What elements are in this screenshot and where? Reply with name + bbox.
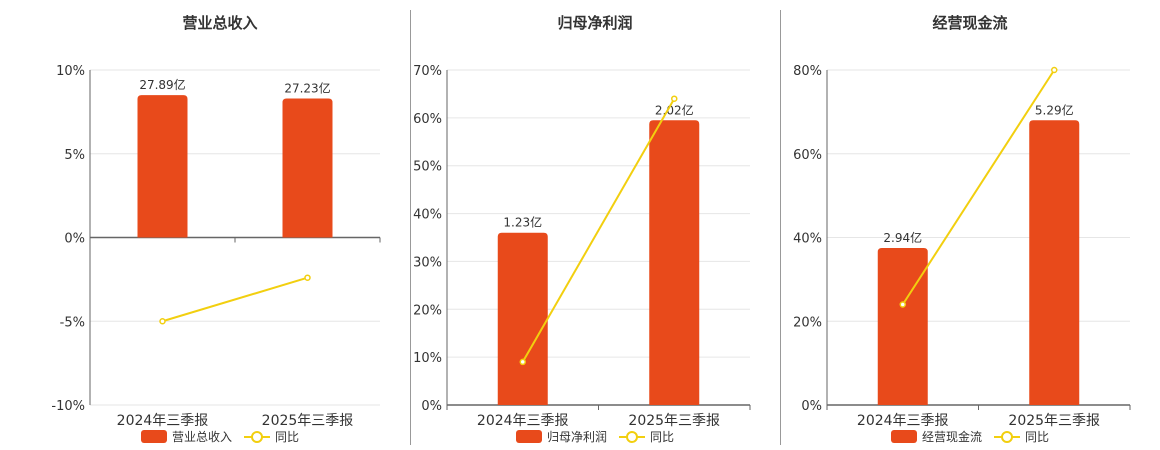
x-tick-label: 2024年三季报 [857, 413, 949, 429]
line-point [304, 274, 311, 281]
y-tick-label: 20% [413, 303, 442, 318]
y-tick-label: 40% [793, 232, 822, 247]
y-tick-label: 0% [801, 399, 822, 414]
legend: 经营现金流 同比 [780, 428, 1160, 445]
line-point [671, 95, 678, 102]
line-series [901, 69, 1056, 306]
legend-bar-swatch [515, 430, 542, 443]
legend-bar-swatch [890, 430, 917, 443]
y-tick-label: -5% [60, 315, 85, 330]
panel-divider [780, 10, 781, 445]
legend-label: 同比 [650, 430, 675, 444]
chart-svg: 80% 60% 40% 20% 0% 2024年三季报 2025年三季报 2.94亿 5.29亿 [793, 64, 1131, 429]
bar [282, 98, 333, 238]
legend-item-bar[interactable]: 经营现金流 [890, 428, 982, 445]
y-tick-label: -10% [51, 399, 85, 414]
legend-line-swatch [619, 430, 645, 443]
line-series [162, 276, 308, 323]
chart-panel-revenue: 营业总收入 10% 5% 0% -5% -10% 2024年三季报 2025年三季报 27.8… [50, 0, 390, 450]
x-tick-label: 2024年三季报 [117, 413, 209, 429]
chart-title: 归母净利润 [557, 14, 633, 32]
bar-value-label: 5.29亿 [1035, 102, 1074, 117]
line-point [1051, 66, 1058, 74]
legend-line-swatch [244, 430, 270, 443]
y-tick-label: 40% [413, 208, 442, 223]
y-tick-label: 70% [413, 64, 442, 79]
legend-label: 经营现金流 [921, 430, 982, 444]
legend-item-bar[interactable]: 营业总收入 [140, 428, 232, 445]
y-tick-label: 10% [413, 351, 442, 366]
legend: 归母净利润 同比 [410, 428, 780, 445]
line-point [159, 318, 166, 325]
chart-panel-net-profit: 归母净利润 70% 60% 50% 40% 30% 20% 10% 0% 2024年三季报 202… [410, 0, 780, 450]
y-tick-label: 50% [413, 160, 442, 175]
bar [877, 247, 928, 405]
y-tick-label: 60% [413, 112, 442, 127]
line-point [899, 301, 906, 308]
legend: 营业总收入 同比 [50, 428, 390, 445]
bar-value-label: 27.89亿 [139, 77, 185, 92]
legend-item-bar[interactable]: 归母净利润 [515, 428, 607, 445]
bar [1029, 120, 1080, 405]
legend-item-line[interactable]: 同比 [619, 428, 674, 445]
chart-title: 营业总收入 [182, 14, 258, 32]
y-tick-label: 20% [793, 315, 822, 330]
x-tick-label: 2024年三季报 [477, 413, 569, 429]
y-tick-label: 5% [64, 148, 85, 163]
legend-bar-swatch [140, 430, 167, 443]
line-series [521, 98, 676, 363]
y-tick-label: 10% [56, 64, 85, 79]
bar [649, 120, 700, 405]
y-tick-label: 0% [421, 399, 442, 414]
x-tick-label: 2025年三季报 [262, 413, 354, 429]
y-tick-label: 30% [413, 255, 442, 270]
x-tick-label: 2025年三季报 [628, 413, 720, 429]
bar-value-label: 2.94亿 [883, 230, 922, 245]
legend-label: 归母净利润 [546, 430, 607, 444]
y-tick-label: 80% [793, 64, 822, 79]
legend-label: 同比 [1025, 430, 1050, 444]
legend-label: 营业总收入 [171, 430, 232, 444]
x-tick-label: 2025年三季报 [1008, 413, 1100, 429]
legend-item-line[interactable]: 同比 [244, 428, 299, 445]
legend-label: 同比 [275, 430, 300, 444]
chart-svg: 10% 5% 0% -5% -10% 2024年三季报 2025年三季报 27.89亿 27.2… [51, 64, 381, 429]
chart-svg: 70% 60% 50% 40% 30% 20% 10% 0% 2024年三季报 2025年三季报 1… [413, 64, 751, 429]
legend-item-line[interactable]: 同比 [994, 428, 1049, 445]
y-tick-label: 0% [64, 232, 85, 247]
bar-value-label: 2.02亿 [655, 102, 694, 117]
bar [137, 95, 188, 238]
bar-value-label: 27.23亿 [284, 80, 330, 95]
legend-line-swatch [994, 430, 1020, 443]
y-tick-label: 60% [793, 148, 822, 163]
chart-panel-cash-flow: 经营现金流 80% 60% 40% 20% 0% 2024年三季报 2025年三季报 2.94… [780, 0, 1160, 450]
bar [497, 232, 548, 405]
bar-value-label: 1.23亿 [503, 215, 542, 230]
line-point [519, 358, 526, 366]
chart-title: 经营现金流 [932, 14, 1008, 32]
panel-divider [410, 10, 411, 445]
